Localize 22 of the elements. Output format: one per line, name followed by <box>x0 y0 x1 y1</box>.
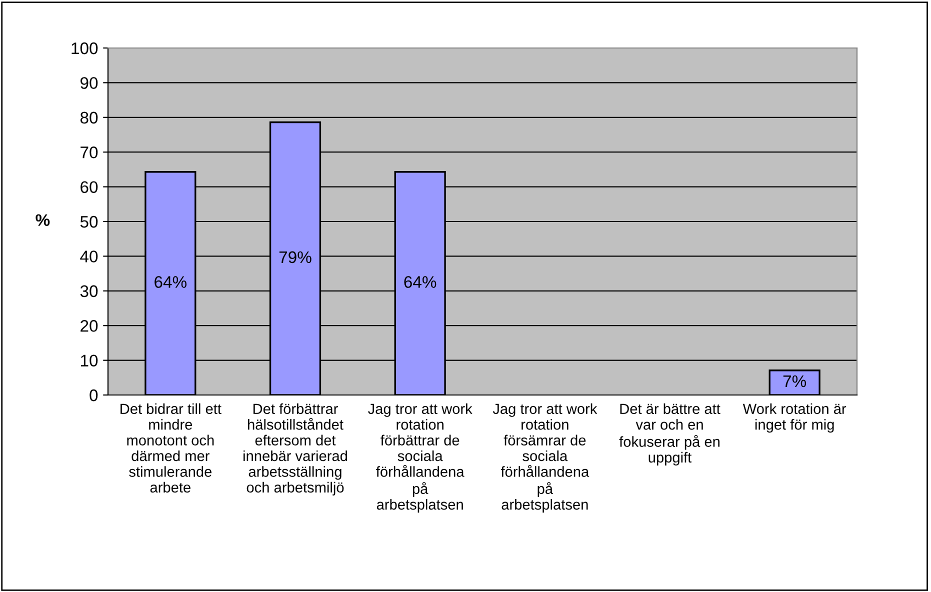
y-tick-label: 50 <box>80 216 98 228</box>
data-label: 64% <box>154 276 187 288</box>
x-tick-label: Det är bättre att var och en fokuserar på en uppgift <box>619 403 720 466</box>
data-label: 79% <box>279 251 312 264</box>
y-tick-label: 30 <box>80 285 98 298</box>
y-tick-label: 20 <box>80 320 98 332</box>
y-tick-label: 80 <box>80 112 98 124</box>
y-tick-label: 0 <box>90 389 98 402</box>
x-tick-label: Jag tror att work rotation försämrar de sociala förhållandena på arbetsplatsen <box>492 403 598 513</box>
x-tick-label: Work rotation är inget för mig <box>742 403 846 433</box>
y-tick-label: 90 <box>80 77 98 89</box>
y-axis-title: % <box>36 214 50 226</box>
y-tick-label: 60 <box>80 181 98 194</box>
data-label: 64% <box>404 276 436 288</box>
data-label: 7% <box>783 375 806 388</box>
y-tick-label: 70 <box>80 146 98 158</box>
x-tick-label: Det förbättrar hälsotillståndet eftersom det innebär varierad arbetsställning och arbetsmiljö <box>244 403 348 496</box>
x-tick-label: Det bidrar till ett mindre monotont och därmed mer stimulerande arbete <box>120 403 222 493</box>
y-tick-label: 100 <box>72 42 98 54</box>
y-tick-label: 40 <box>80 250 98 262</box>
x-tick-label: Jag tror att work rotation förbättrar de sociala förhållandena på arbetsplatsen <box>368 403 472 513</box>
y-tick-label: 10 <box>81 354 98 367</box>
